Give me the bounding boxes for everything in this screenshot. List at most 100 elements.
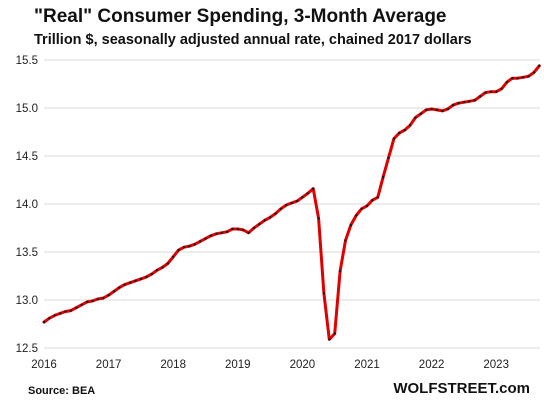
data-point (247, 231, 250, 234)
data-point (177, 248, 180, 252)
source-note: Source: BEA (28, 385, 96, 397)
data-point (58, 312, 62, 315)
data-point (274, 212, 277, 215)
data-point (53, 314, 56, 317)
data-point (48, 317, 51, 320)
data-point (215, 232, 218, 235)
data-point (532, 71, 536, 74)
data-point (225, 230, 229, 234)
y-axis-ticks: 12.5 13.0 13.5 14.0 14.5 15.0 15.5 (16, 55, 38, 355)
gridlines (44, 59, 540, 349)
y-tick-label: 14.5 (16, 151, 38, 163)
data-point (166, 262, 170, 265)
data-point (414, 116, 417, 119)
y-tick-label: 13.5 (16, 247, 38, 259)
data-point (64, 310, 67, 313)
data-point (371, 198, 374, 202)
data-point (161, 266, 164, 269)
y-tick-label: 15.0 (16, 103, 38, 115)
data-point (112, 290, 116, 293)
data-point (80, 303, 83, 306)
data-point (538, 64, 541, 67)
data-point-markers (42, 64, 541, 341)
x-tick-label: 2017 (96, 359, 122, 371)
data-point (145, 275, 148, 279)
y-tick-label: 12.5 (16, 343, 38, 355)
data-point (408, 124, 412, 127)
x-tick-label: 2021 (354, 359, 380, 371)
data-point (118, 286, 121, 289)
y-tick-label: 15.5 (16, 55, 38, 67)
data-point (241, 228, 245, 232)
data-point (457, 102, 460, 105)
data-point (252, 226, 256, 230)
data-point (425, 108, 428, 112)
data-point (355, 214, 358, 217)
data-point (172, 255, 175, 258)
data-point (42, 320, 46, 324)
data-point (387, 156, 390, 160)
data-point (258, 222, 261, 226)
data-point (505, 80, 509, 84)
data-point (236, 227, 239, 231)
data-point (381, 175, 385, 179)
data-point (134, 279, 137, 282)
data-point (128, 281, 132, 284)
data-point (317, 217, 320, 220)
data-point (527, 75, 530, 78)
data-point (91, 299, 94, 303)
data-point (139, 277, 143, 281)
data-point (85, 300, 89, 304)
data-point (430, 107, 433, 111)
data-point (301, 196, 304, 199)
data-point (451, 103, 455, 107)
data-point (365, 204, 369, 208)
chart-title: "Real" Consumer Spending, 3-Month Averag… (34, 6, 447, 27)
data-point (311, 187, 315, 190)
brand-logo: WOLFSTREET.com (393, 380, 530, 397)
data-point (75, 306, 78, 309)
data-point (495, 90, 498, 93)
data-point (468, 100, 471, 103)
x-tick-label: 2020 (290, 359, 316, 371)
data-point (441, 109, 444, 113)
data-point (182, 246, 186, 249)
x-axis-ticks: 2016 2017 2018 2019 2020 2021 2022 2023 (31, 359, 509, 371)
data-point (333, 332, 336, 335)
data-point (209, 234, 213, 237)
data-point (500, 87, 503, 91)
data-point (290, 201, 293, 205)
data-point (338, 270, 342, 273)
data-point (268, 216, 272, 219)
data-point (392, 137, 396, 140)
chart-subtitle: Trillion $, seasonally adjusted annual r… (34, 32, 472, 48)
data-point (306, 192, 309, 195)
data-point (489, 90, 493, 93)
y-tick-label: 14.0 (16, 199, 38, 211)
data-point (360, 207, 363, 210)
data-point (322, 292, 326, 295)
data-point (521, 76, 525, 79)
x-tick-label: 2016 (31, 359, 57, 371)
data-point (446, 107, 449, 111)
data-point (263, 219, 266, 222)
x-tick-label: 2022 (419, 359, 445, 371)
data-point (295, 199, 299, 203)
data-point (96, 297, 100, 301)
data-point (279, 207, 283, 210)
data-point (193, 243, 196, 246)
data-point (220, 231, 223, 234)
data-point (516, 77, 519, 80)
data-point (69, 309, 73, 312)
data-point (473, 99, 476, 102)
x-tick-label: 2019 (225, 359, 251, 371)
data-point (285, 203, 288, 207)
x-tick-label: 2023 (483, 359, 509, 371)
data-point (419, 112, 423, 115)
data-point (204, 237, 207, 240)
data-point (107, 294, 110, 297)
data-point (398, 131, 401, 135)
data-point (403, 128, 406, 132)
data-point (349, 223, 353, 227)
